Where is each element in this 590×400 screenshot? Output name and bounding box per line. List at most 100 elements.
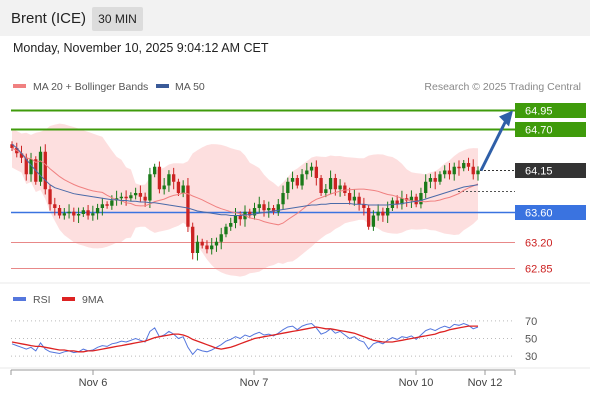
candle-body: [433, 178, 437, 182]
candle-body: [324, 189, 328, 193]
candle-body: [381, 211, 385, 216]
candle-body: [343, 185, 347, 193]
candle-body: [290, 178, 295, 182]
candle-body: [200, 241, 204, 246]
rsi-ma-legend-swatch: [62, 297, 75, 301]
level-label-64-70: 64.70: [525, 125, 553, 137]
candle-body: [129, 195, 133, 199]
candle-body: [76, 214, 81, 216]
candle-body: [62, 213, 66, 216]
bollinger-legend-label: MA 20 + Bollinger Bands: [33, 81, 148, 93]
candle-body: [219, 234, 223, 242]
candle-body: [162, 185, 166, 190]
ma50-legend-label: MA 50: [175, 81, 205, 93]
candle-body: [471, 166, 475, 175]
candle-body: [424, 181, 428, 193]
candle-body: [167, 174, 171, 186]
bollinger-bands: [12, 123, 478, 277]
candle-body: [95, 208, 100, 214]
level-labels: 64.95 64.70 64.15 63.60 63.20 62.85: [515, 103, 586, 276]
candle-body: [409, 196, 414, 201]
candle-body: [428, 178, 433, 182]
rsi-legend-label: RSI: [33, 294, 51, 306]
x-tick-label: Nov 10: [399, 377, 434, 389]
candle-body: [205, 245, 209, 250]
candle-body: [338, 185, 342, 190]
candle-body: [138, 193, 143, 197]
candle-body: [119, 196, 124, 199]
level-box-63-60: [515, 205, 586, 220]
candle-body: [124, 196, 128, 199]
candle-body: [91, 213, 95, 216]
candle-body: [309, 166, 314, 171]
candle-body: [148, 174, 152, 201]
rsi-tick-label: 50: [525, 334, 537, 346]
candle-body: [400, 198, 404, 205]
candle-body: [314, 166, 318, 178]
forecast-arrow: [479, 110, 513, 172]
x-tick-label: Nov 12: [468, 377, 503, 389]
level-label-64-15: 64.15: [525, 166, 553, 178]
candle-body: [105, 204, 109, 206]
chart-header: Brent (ICE) 30 MIN: [0, 0, 590, 36]
candle-body: [57, 208, 62, 216]
candle-body: [172, 174, 176, 182]
candle-body: [300, 174, 304, 186]
candle-body: [328, 178, 333, 190]
instrument-title: Brent (ICE): [11, 10, 87, 27]
level-label-64-95: 64.95: [525, 106, 553, 118]
candle-body: [371, 215, 376, 227]
candle-body: [176, 181, 181, 193]
candle-body: [347, 193, 352, 201]
candle-body: [385, 208, 390, 216]
candle-body: [476, 170, 480, 175]
candle-body: [24, 157, 28, 175]
candle-body: [357, 196, 361, 205]
candle-body: [48, 189, 52, 205]
candle-body: [195, 241, 200, 253]
x-axis: Nov 6 Nov 7 Nov 10 Nov 12: [10, 370, 516, 389]
forecast-arrow-shaft: [479, 119, 508, 172]
level-label-62-85: 62.85: [525, 264, 553, 276]
moving-averages: [11, 143, 479, 226]
candle-body: [281, 193, 285, 205]
ma20-line: [11, 147, 479, 226]
candle-body: [267, 208, 271, 211]
candle-body: [10, 144, 14, 148]
credit-text: Research © 2025 Trading Central: [424, 81, 581, 93]
candle-body: [72, 211, 76, 216]
ma50-legend-swatch: [156, 84, 169, 88]
candle-body: [295, 178, 299, 186]
candle-body: [452, 166, 456, 175]
candle-body: [38, 151, 43, 182]
timeframe-button[interactable]: 30 MIN: [92, 7, 143, 31]
candle-body: [252, 208, 257, 216]
rsi-ma-legend-label: 9MA: [82, 294, 104, 306]
candle-body: [462, 163, 466, 169]
candle-body: [43, 151, 47, 190]
candle-body: [186, 185, 190, 227]
candle-body: [29, 159, 33, 175]
candle-body: [395, 200, 399, 205]
candle-body: [257, 204, 261, 208]
chart-datetime: Monday, November 10, 2025 9:04:12 AM CET: [13, 41, 269, 55]
candle-body: [319, 178, 323, 193]
ma50-line: [11, 143, 479, 216]
rsi-tick-label: 30: [525, 351, 537, 363]
candle-body: [376, 211, 380, 216]
rsi-panel: 70 50 30: [11, 316, 537, 363]
candle-body: [466, 163, 471, 167]
candle-body: [333, 178, 338, 190]
rsi-legend-swatch: [13, 297, 26, 301]
candle-body: [181, 185, 185, 193]
candle-body: [143, 196, 147, 201]
candle-body: [248, 211, 252, 216]
candle-body: [276, 204, 280, 212]
candle-body: [53, 204, 57, 208]
bollinger-band-area: [12, 123, 478, 277]
candle-body: [110, 200, 114, 206]
candle-body: [229, 223, 233, 227]
bollinger-legend-swatch: [13, 84, 26, 88]
x-tick-label: Nov 6: [79, 377, 108, 389]
